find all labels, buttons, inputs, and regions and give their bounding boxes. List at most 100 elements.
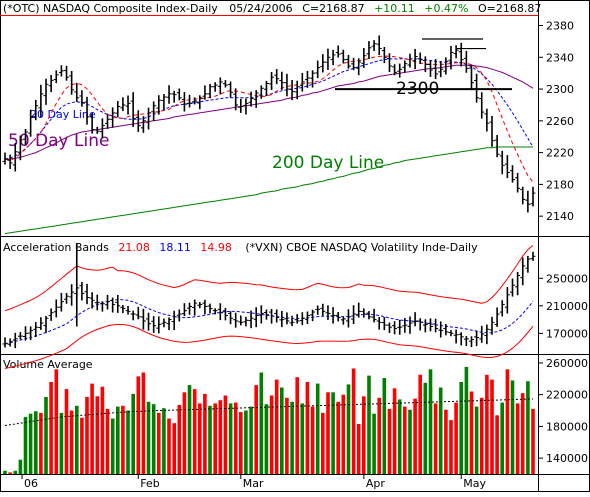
- volume-bar: [146, 401, 151, 474]
- x-tick-label: Apr: [366, 477, 386, 490]
- volume-bar: [249, 406, 253, 474]
- volume-bar: [228, 403, 233, 474]
- volume-bar: [531, 408, 535, 474]
- volume-bar: [239, 412, 243, 474]
- volume-bar: [428, 369, 433, 474]
- volume-bar: [75, 405, 79, 474]
- volume-bar: [49, 382, 53, 474]
- header-change: +10.11: [374, 2, 415, 15]
- bands-panel: [2, 243, 536, 369]
- volume-bar: [505, 369, 510, 474]
- volume-bar: [479, 397, 484, 474]
- band-lower: [4, 323, 534, 369]
- volume-bar: [18, 459, 23, 474]
- volume-bar: [372, 413, 376, 474]
- volume-y-tick-label: 140000: [546, 452, 588, 465]
- volume-bar: [444, 409, 448, 474]
- volume-bar: [244, 410, 248, 474]
- axes: 2140 2180 2220 2260 2300 2340 2380 170000 210000…: [21, 20, 588, 490]
- price-y-tick-label: 2380: [546, 20, 574, 33]
- volume-y-tick-label: 220000: [546, 389, 588, 402]
- volume-bar: [254, 385, 258, 474]
- price-y-tick-label: 2180: [546, 178, 574, 191]
- volume-bar: [397, 399, 402, 474]
- volume-bar: [269, 395, 274, 474]
- volume-bar: [95, 396, 100, 474]
- band-upper: [4, 245, 534, 312]
- price-y-tick-label: 2260: [546, 115, 574, 128]
- volume-bar: [351, 368, 356, 474]
- volume-bar: [382, 378, 387, 474]
- volume-average-line: [4, 398, 534, 427]
- volume-bar: [80, 417, 84, 474]
- volume-bar: [346, 384, 351, 474]
- volume-bar: [151, 404, 156, 474]
- volume-bar: [157, 412, 161, 474]
- volume-bar: [510, 380, 515, 474]
- volume-bar: [110, 418, 115, 474]
- volume-bar: [490, 379, 494, 474]
- chart-header: (*OTC) NASDAQ Composite Index-Daily 05/2…: [3, 2, 541, 15]
- volume-bar: [182, 392, 187, 474]
- volume-bar: [336, 401, 340, 474]
- volume-bar: [141, 372, 146, 474]
- volume-bar: [69, 410, 74, 474]
- ma50-line: [5, 64, 534, 160]
- x-tick-label: Feb: [140, 477, 159, 490]
- x-tick-label: 06: [24, 477, 38, 490]
- volume-bar: [310, 406, 315, 474]
- volume-bar: [167, 418, 171, 474]
- volume-bar: [13, 470, 18, 474]
- band-middle: [4, 299, 534, 345]
- bands-value-3: 14.98: [200, 241, 232, 254]
- volume-bar: [433, 403, 438, 474]
- label-20-day-line: 20 Day Line: [30, 108, 96, 121]
- volume-bar: [136, 376, 141, 474]
- volume-bar: [520, 393, 525, 474]
- volume-bar: [500, 402, 504, 474]
- price-y-tick-label: 2340: [546, 51, 574, 64]
- bands-label: Acceleration Bands: [3, 241, 109, 254]
- volume-bar: [387, 408, 392, 474]
- header-symbol: (*OTC) NASDAQ Composite Index-Daily: [3, 2, 218, 15]
- volume-bar: [408, 409, 412, 474]
- volume-bar: [203, 393, 207, 474]
- volume-bar: [295, 377, 299, 474]
- x-tick-label: May: [463, 477, 486, 490]
- bands-y-tick-label: 210000: [546, 300, 588, 313]
- volume-bar: [362, 396, 366, 474]
- volume-bar: [177, 405, 182, 474]
- ma200-line: [4, 146, 533, 235]
- bands-y-tick-label: 250000: [546, 272, 588, 285]
- volume-bar: [367, 375, 371, 474]
- bands-value-2: 18.11: [159, 241, 191, 254]
- volume-bar: [218, 400, 223, 474]
- volume-bar: [464, 366, 469, 474]
- volume-bar: [105, 408, 110, 474]
- ma20-line: [4, 58, 534, 160]
- volume-bar: [331, 392, 335, 474]
- volume-bar: [305, 382, 310, 474]
- volume-bar: [377, 397, 381, 474]
- volume-bar: [321, 412, 325, 474]
- volume-bar: [526, 381, 530, 474]
- volume-bar: [423, 382, 428, 474]
- volume-bar: [356, 424, 361, 474]
- volume-bar: [162, 408, 166, 474]
- bands-y-tick-label: 170000: [546, 327, 588, 340]
- volume-bar: [34, 411, 38, 474]
- volume-bar: [485, 374, 489, 474]
- volume-bar: [474, 406, 479, 474]
- volume-bar: [54, 369, 59, 474]
- volume-bar: [100, 386, 105, 474]
- volume-bar: [223, 395, 228, 474]
- volume-header: Volume Average: [3, 358, 93, 371]
- vxn-title: (*VXN) CBOE NASDAQ Volatility Inde-Daily: [245, 241, 478, 254]
- price-y-tick-label: 2220: [546, 147, 574, 160]
- volume-bar: [495, 415, 499, 474]
- volume-bar: [341, 394, 346, 474]
- volume-bar: [23, 416, 28, 474]
- volume-bar: [198, 403, 202, 474]
- volume-bar: [131, 393, 135, 474]
